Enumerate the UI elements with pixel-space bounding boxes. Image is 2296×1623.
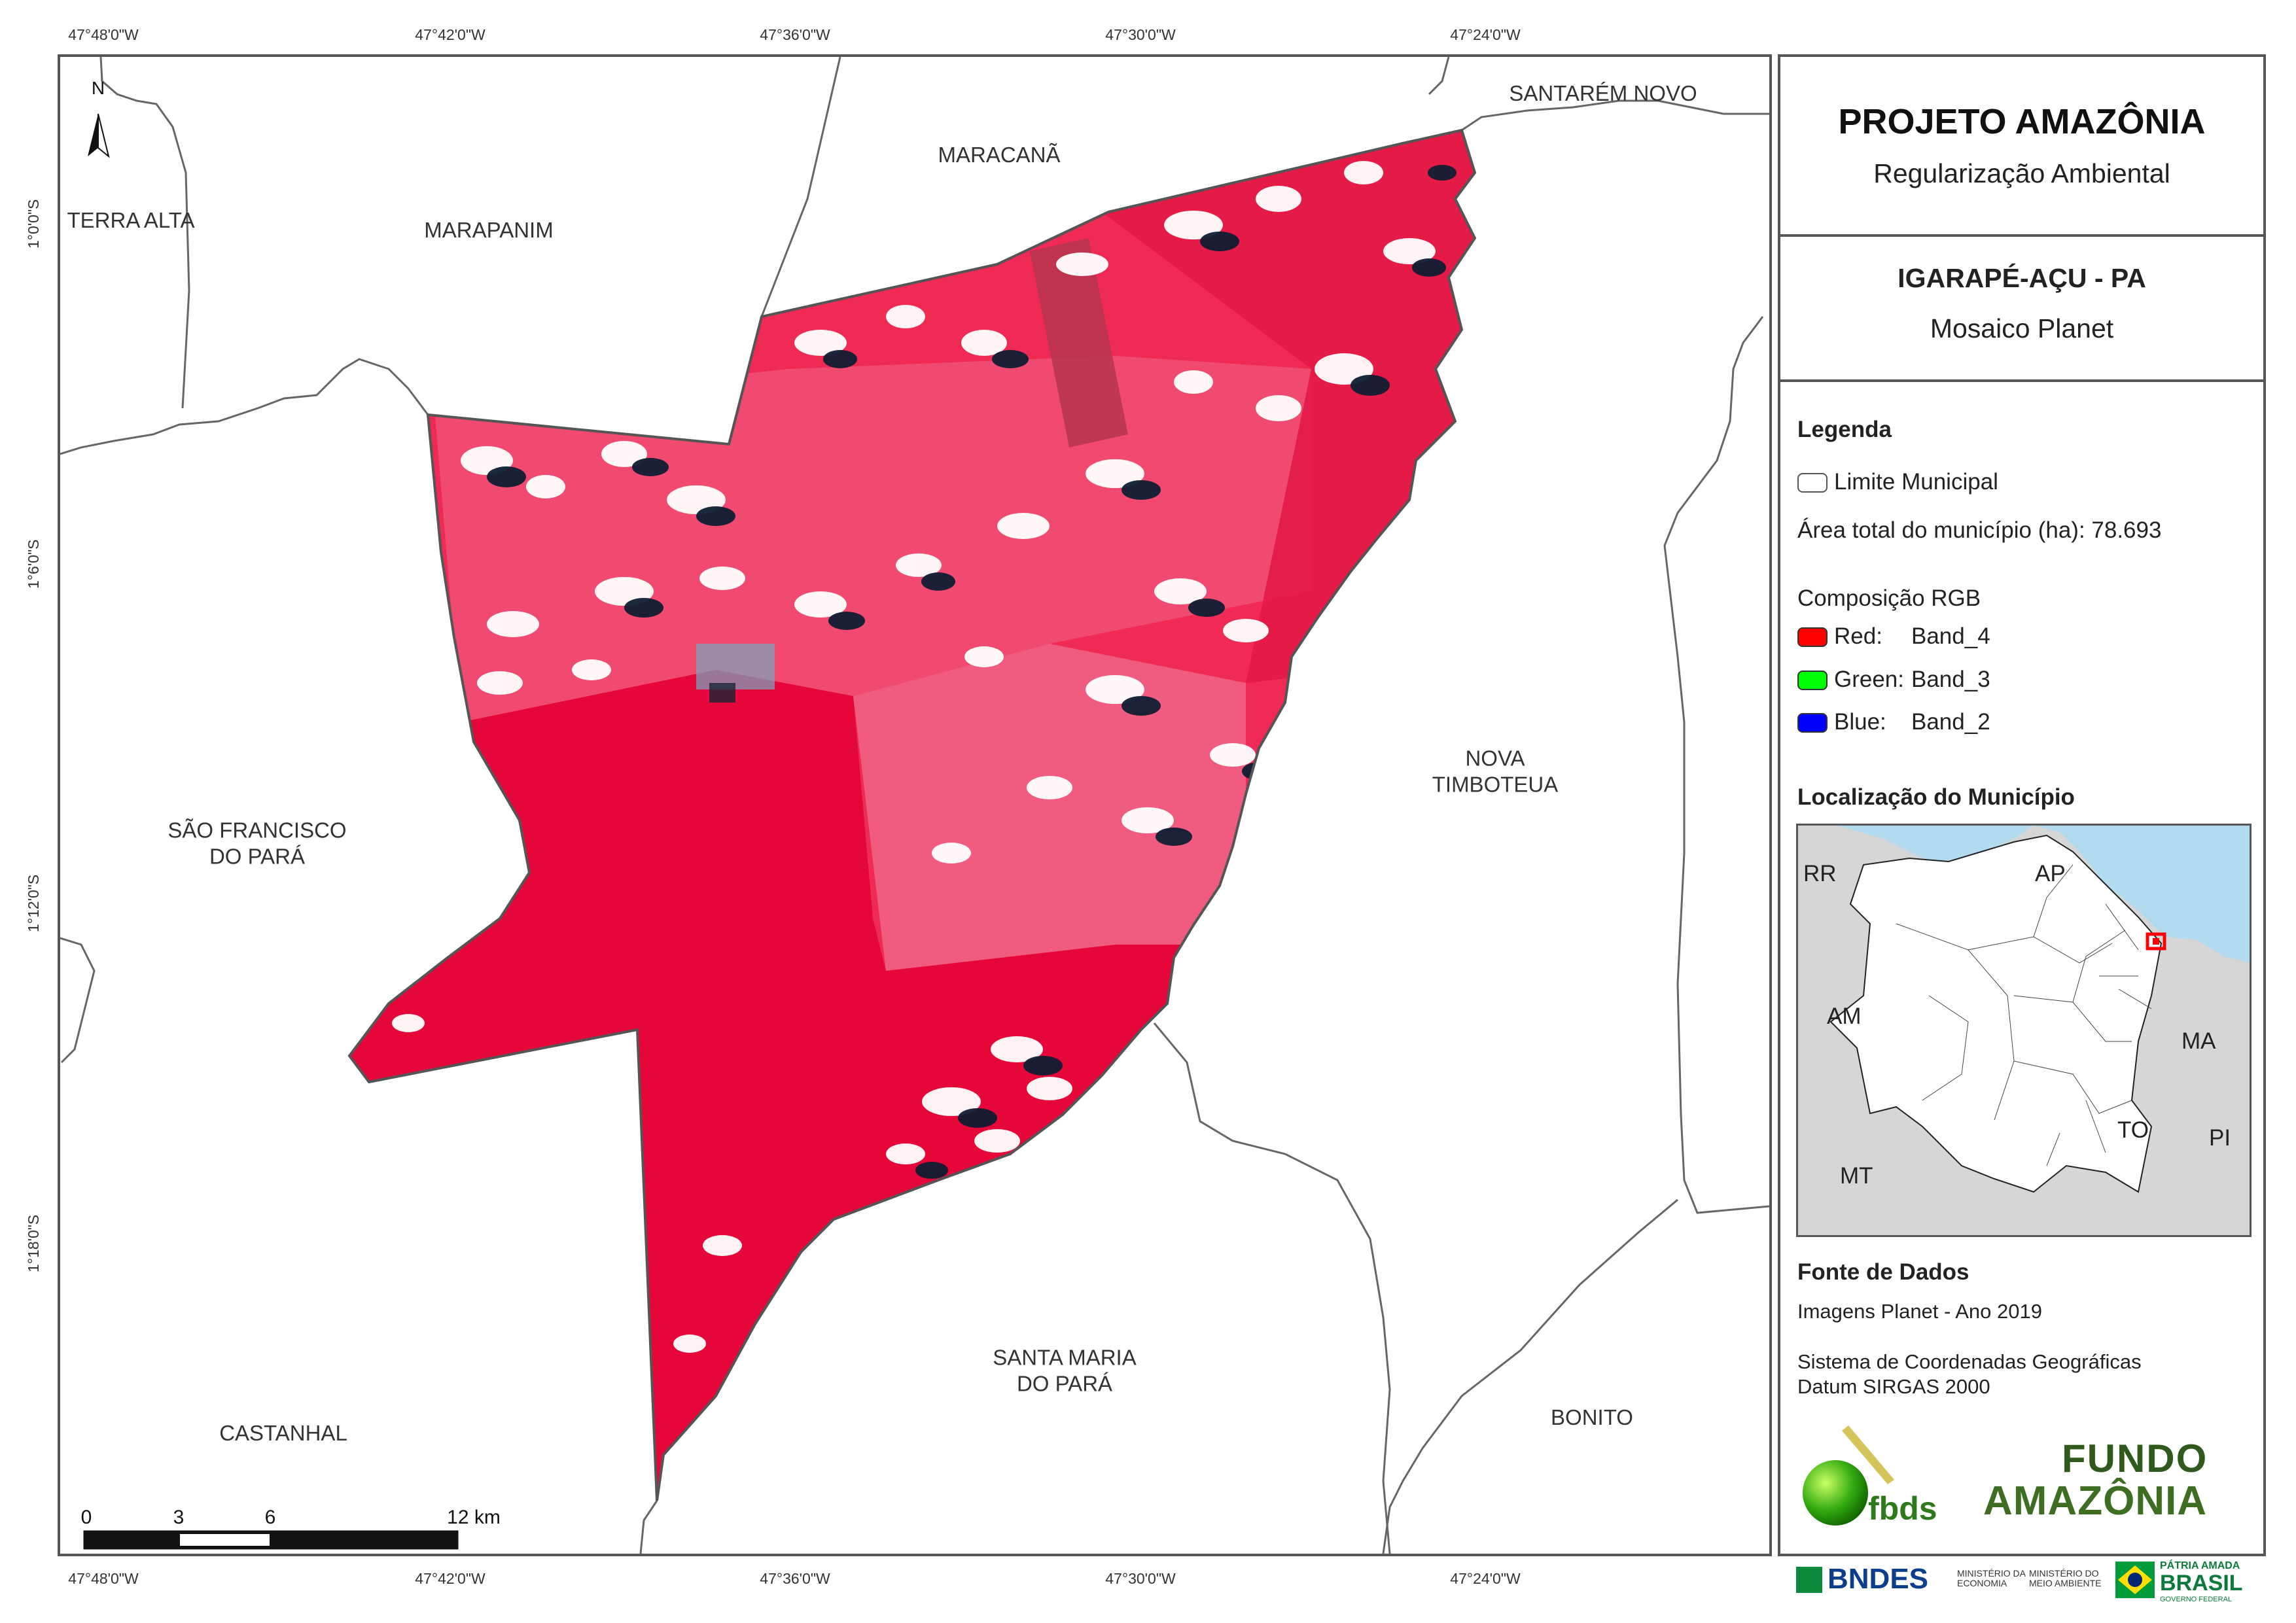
blue-band-swatch-icon [1797,713,1828,733]
fbds-logo: fbds [1796,1424,1947,1529]
north-arrow-icon [88,113,110,158]
map-canvas: N 0 3 6 12 km [60,57,1769,1554]
red-channel-label: Red: [1834,623,1882,649]
blue-band-label: Band_2 [1911,709,1990,735]
state-rr: RR [1803,861,1837,886]
boundary-santarem-novo [1461,99,1769,131]
ministry-economia: MINISTÉRIO DA ECONOMIA [1957,1568,2026,1589]
state-am: AM [1827,1003,1862,1029]
red-band-label: Band_4 [1911,623,1990,649]
limit-label: Limite Municipal [1834,469,1998,495]
label-santa-maria-do-para: SANTA MARIA DO PARÁ [993,1345,1137,1395]
mosaic-label: Mosaico Planet [1930,313,2114,343]
lon-label-top-4: 47°30'0"W [1105,26,1176,43]
legend-title: Legenda [1797,417,1892,442]
municipal-boundaries [60,57,1769,1554]
label-bonito: BONITO [1551,1405,1633,1430]
lon-label-top-5: 47°24'0"W [1450,26,1521,43]
label-castanhal: CASTANHAL [219,1421,347,1446]
sources-line-2: Sistema de Coordenadas Geográficas [1797,1350,2142,1373]
project-title: PROJETO AMAZÔNIA [1838,102,2206,141]
green-band-swatch-icon [1797,671,1828,690]
lon-label-top-2: 47°42'0"W [415,26,486,43]
boundary-marapanim-south [60,358,429,455]
state-pi: PI [2209,1125,2231,1151]
scale-bar [83,1530,459,1550]
boundary-maracana-west [760,57,841,317]
municipality-boundary-igarape-acu [347,128,1477,1501]
lon-label-top-3: 47°36'0"W [760,26,830,43]
boundary-sao-francisco-west [60,937,96,1064]
map-frame: N 0 3 6 12 km [58,54,1772,1556]
state-mt: MT [1840,1163,1873,1189]
area-label: Área total do município (ha): 78.693 [1797,517,2162,543]
lon-label-bottom-5: 47°24'0"W [1450,1570,1521,1587]
green-channel-label: Green: [1834,667,1904,692]
boundary-santa-maria-east [1153,1022,1391,1554]
brasil-flag-icon [2115,1562,2155,1598]
patria-amada: PÁTRIA AMADA [2160,1560,2240,1571]
project-subtitle: Regularização Ambiental [1873,158,2170,188]
bndes-logo-icon [1796,1567,1822,1593]
municipality-title: IGARAPÉ-AÇU - PA [1898,263,2146,293]
location-inset-map: RR AP AM MA TO PI MT [1796,824,2252,1237]
location-marker-icon [2146,932,2166,951]
lon-label-bottom-1: 47°48'0"W [68,1570,139,1587]
state-to: TO [2117,1117,2149,1143]
lat-label-2: 1°6'0"S [25,539,42,589]
ministry-meio-ambiente: MINISTÉRIO DO MEIO AMBIENTE [2029,1568,2102,1589]
fbds-text: fbds [1868,1490,1937,1527]
label-terra-alta: TERRA ALTA [67,208,195,233]
fundo-logo-line-1: FUNDO [2062,1437,2208,1480]
state-ma: MA [2181,1028,2216,1054]
lon-label-bottom-4: 47°30'0"W [1105,1570,1176,1587]
blue-channel-label: Blue: [1834,709,1886,735]
lon-label-bottom-2: 47°42'0"W [415,1570,486,1587]
boundary-terra-alta [99,57,190,409]
lon-label-top-1: 47°48'0"W [68,26,139,43]
boundary-nova-timboteua-east [1663,316,1769,1214]
fundo-logo-line-2: AMAZÔNIA [1983,1478,2208,1524]
sources-line-1: Imagens Planet - Ano 2019 [1797,1300,2042,1323]
map-info-panel: PROJETO AMAZÔNIA Regularização Ambiental… [1778,54,2266,1603]
boundary-bonito [1382,1198,1678,1554]
bndes-text: BNDES [1828,1563,1929,1595]
panel-divider-2 [1780,379,2263,382]
sources-title: Fonte de Dados [1797,1259,1969,1285]
green-band-label: Band_3 [1911,667,1990,692]
red-band-swatch-icon [1797,627,1828,647]
label-maracana: MARACANÃ [938,143,1061,167]
lon-label-bottom-3: 47°36'0"W [760,1570,830,1587]
label-marapanim: MARAPANIM [424,218,554,243]
governo-federal: GOVERNO FEDERAL [2160,1596,2233,1603]
label-santarem-novo: SANTARÉM NOVO [1509,81,1697,106]
lat-label-3: 1°12'0"S [25,874,42,932]
location-title: Localização do Município [1797,784,2075,810]
scale-label-0: 0 [81,1507,92,1528]
panel-divider-1 [1780,234,2263,237]
sources-line-3: Datum SIRGAS 2000 [1797,1375,1990,1398]
brasil-text: BRASIL [2160,1571,2243,1596]
label-nova-timboteua: NOVA TIMBOTEUA [1432,746,1559,796]
lat-label-1: 1°0'0"S [25,199,42,249]
scale-label-3: 3 [173,1507,185,1528]
boundary-santarem-north [1428,57,1450,96]
limit-swatch-icon [1797,473,1828,493]
lat-label-4: 1°18'0"S [25,1214,42,1272]
scale-label-12km: 12 km [447,1507,501,1528]
rgb-title: Composição RGB [1797,585,1981,611]
scale-label-6: 6 [265,1507,276,1528]
state-ap: AP [2035,861,2066,886]
boundary-santa-maria-west [639,1500,658,1554]
north-arrow-label: N [92,78,105,98]
label-sao-francisco-do-para: SÃO FRANCISCO DO PARÁ [168,818,347,868]
